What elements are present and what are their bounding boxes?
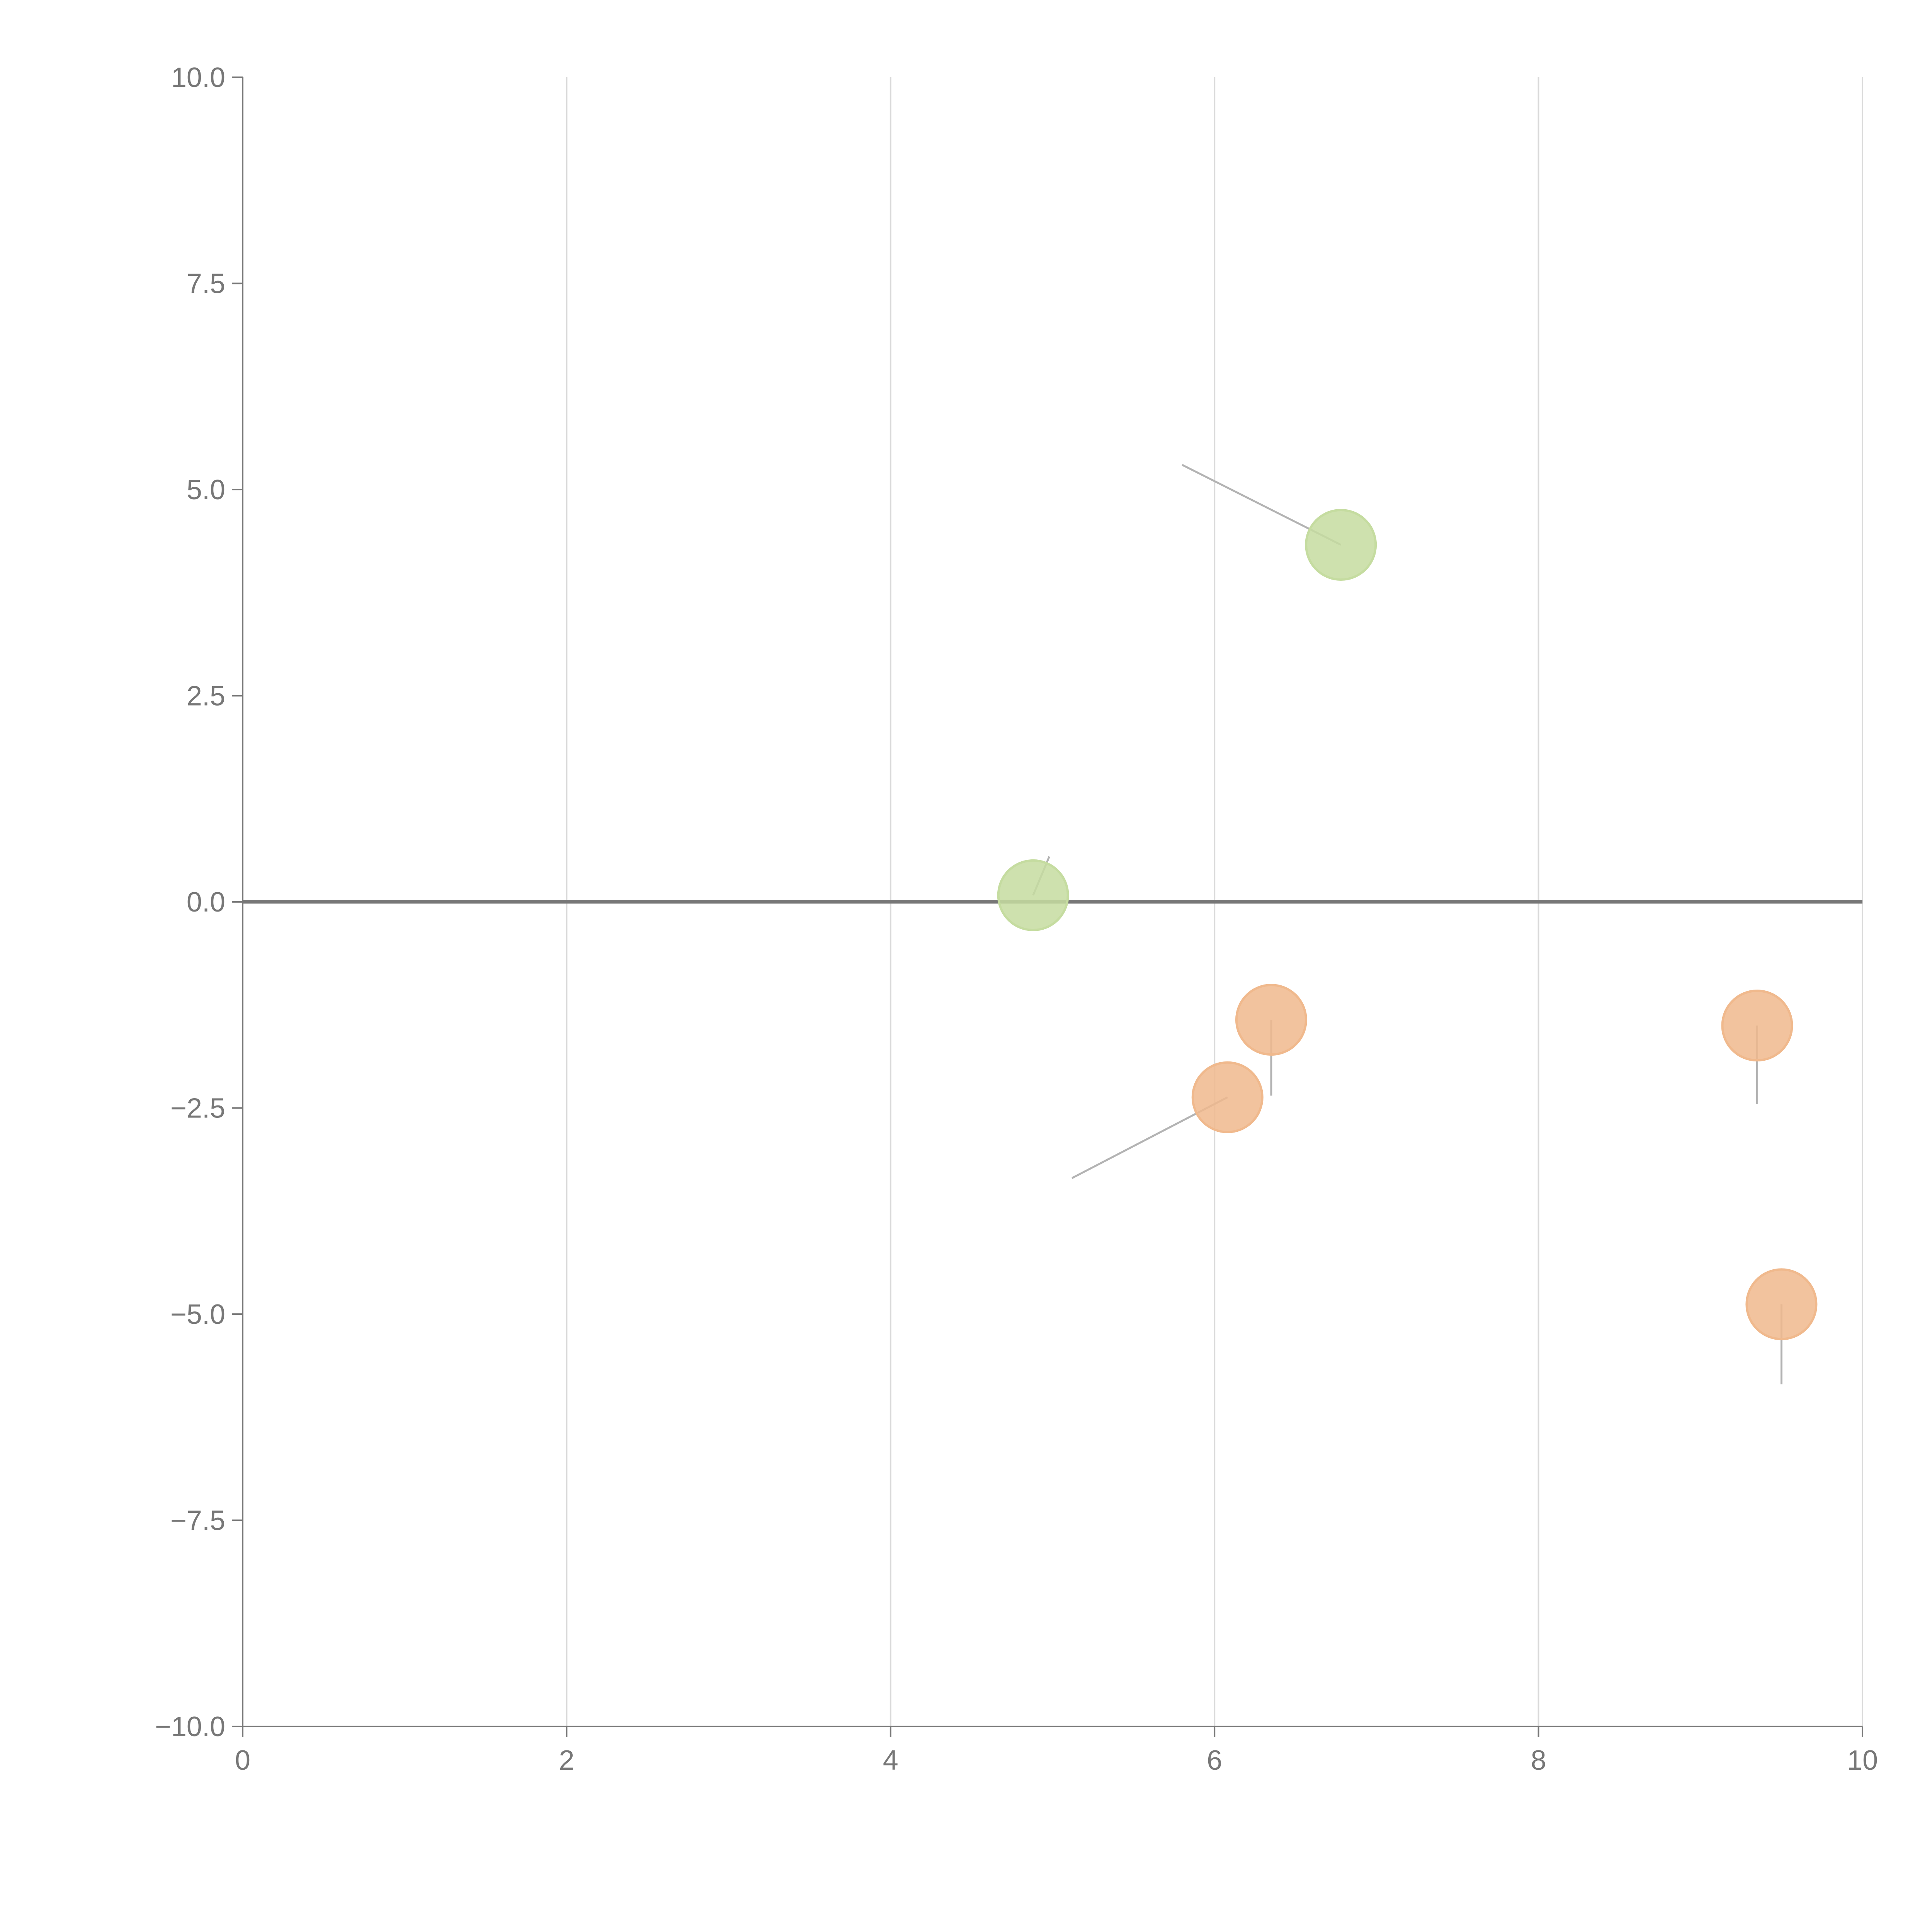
y-tick-label: 7.5 bbox=[187, 269, 225, 299]
label-layer: A bbox=[1037, 829, 1061, 863]
positive-point bbox=[1305, 509, 1377, 581]
x-tick-label: 0 bbox=[235, 1745, 250, 1776]
y-tick-label: 2.5 bbox=[187, 681, 225, 712]
positive-point bbox=[997, 859, 1069, 931]
x-tick-label: 10 bbox=[1847, 1745, 1878, 1776]
x-tick-label: 4 bbox=[883, 1745, 898, 1776]
axis-layer: 10.0 7.5 5.0 2.5 0.0 −2.5 −5.0 −7.5 −10.0 0 2 4 6 8 10 bbox=[155, 62, 1878, 1776]
point-layer bbox=[997, 509, 1818, 1340]
negative-point bbox=[1191, 1061, 1264, 1133]
x-tick-label: 6 bbox=[1207, 1745, 1222, 1776]
negative-point bbox=[1721, 990, 1793, 1062]
x-tick-label: 2 bbox=[559, 1745, 574, 1776]
x-tick-label: 8 bbox=[1531, 1745, 1546, 1776]
y-tick-label: −7.5 bbox=[170, 1505, 225, 1536]
y-tick-label: −2.5 bbox=[170, 1093, 225, 1124]
negative-point bbox=[1745, 1268, 1818, 1340]
y-tick-label: −5.0 bbox=[170, 1299, 225, 1330]
y-tick-label: 0.0 bbox=[187, 887, 225, 918]
point-label: A bbox=[1037, 829, 1061, 863]
y-tick-label: 10.0 bbox=[171, 62, 225, 93]
y-tick-label: −10.0 bbox=[155, 1711, 225, 1742]
y-tick-label: 5.0 bbox=[187, 474, 225, 505]
leader-layer bbox=[1032, 464, 1782, 1384]
negative-point bbox=[1235, 984, 1307, 1056]
